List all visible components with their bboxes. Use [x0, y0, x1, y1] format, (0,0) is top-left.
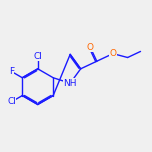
Text: Cl: Cl: [33, 52, 42, 61]
Text: NH: NH: [63, 79, 77, 88]
Text: O: O: [87, 43, 94, 52]
Text: Cl: Cl: [7, 97, 16, 106]
Text: O: O: [109, 49, 116, 58]
Text: F: F: [9, 67, 14, 76]
